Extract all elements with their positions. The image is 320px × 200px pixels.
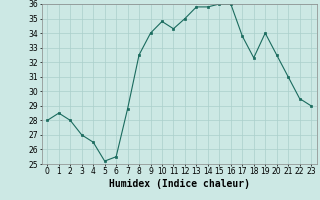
X-axis label: Humidex (Indice chaleur): Humidex (Indice chaleur)	[109, 179, 250, 189]
